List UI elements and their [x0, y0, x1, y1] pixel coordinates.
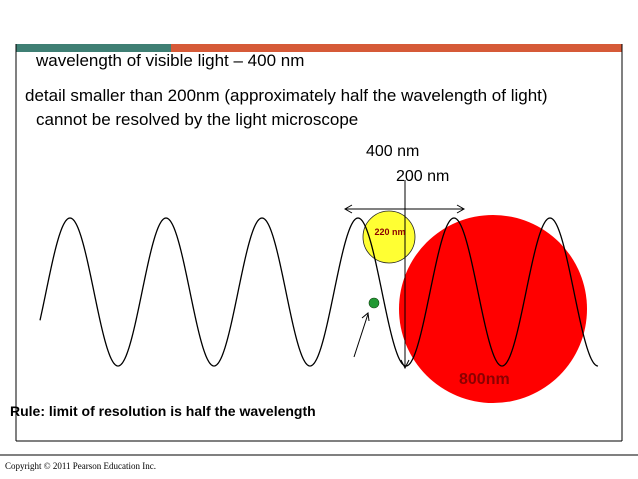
wavelength-text: wavelength of visible light – 400 nm — [36, 51, 305, 70]
pointer-200nm-head — [400, 359, 410, 370]
red-circle-800nm — [399, 215, 587, 403]
arrow-400nm-head-right — [456, 204, 466, 214]
label-800nm: 800nm — [459, 371, 510, 388]
label-220nm: 220 nm — [374, 227, 406, 237]
resolution-text: cannot be resolved by the light microsco… — [36, 110, 359, 129]
detail-limit-text: detail smaller than 200nm (approximately… — [25, 86, 548, 105]
green-dot — [368, 297, 380, 309]
label-400nm: 400 nm — [366, 143, 420, 160]
rule-text: Rule: limit of resolution is half the wa… — [10, 403, 316, 419]
header-bar-teal — [16, 44, 171, 52]
label-200nm: 200 nm — [396, 168, 450, 185]
copyright-footer: Copyright © 2011 Pearson Education Inc. — [5, 461, 156, 471]
pointer-green-dot-head — [361, 312, 370, 322]
header-bar-orange — [171, 44, 622, 52]
arrow-400nm-head-left — [343, 204, 353, 214]
yellow-circle-220nm — [362, 210, 416, 264]
light-wave — [39, 217, 599, 367]
pointer-green-dot — [353, 313, 369, 358]
